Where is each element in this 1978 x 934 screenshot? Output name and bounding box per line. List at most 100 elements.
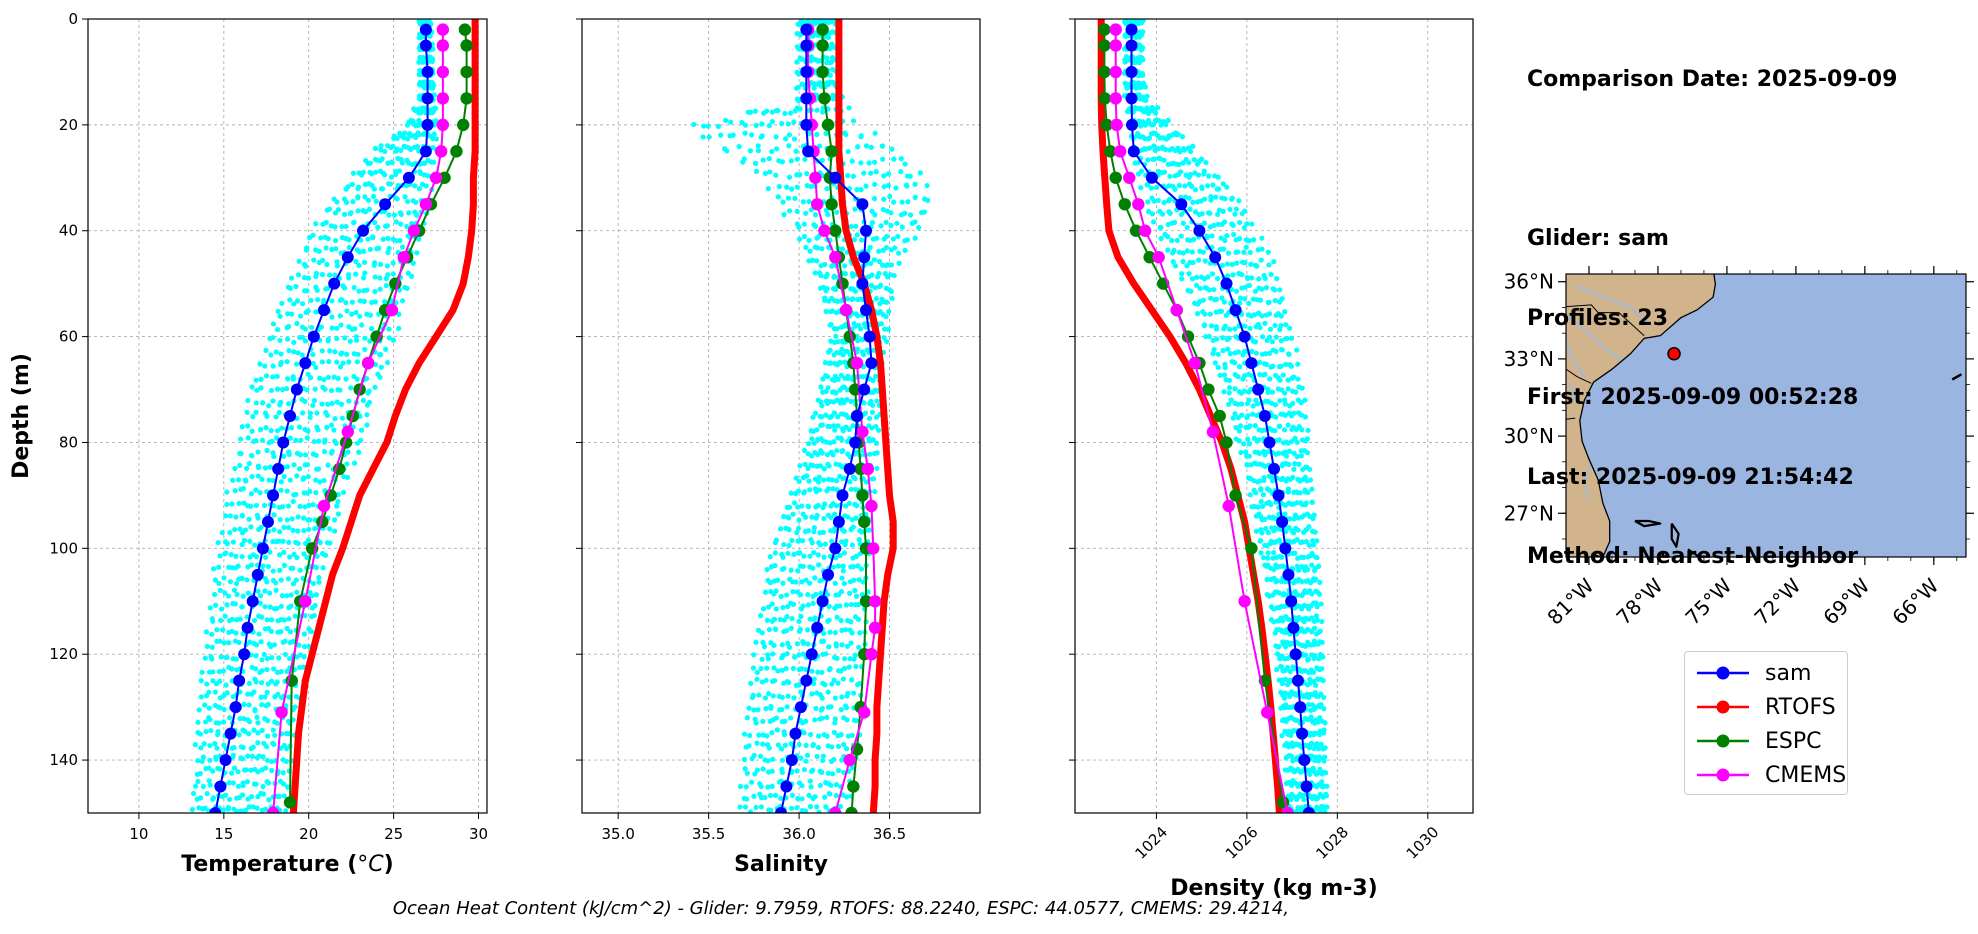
profile-point: [851, 577, 857, 583]
profile-point: [285, 784, 291, 790]
profile-point: [754, 767, 760, 773]
profile-point: [1184, 248, 1190, 254]
profile-point: [1210, 351, 1216, 357]
profile-point: [821, 630, 827, 637]
profile-point: [334, 399, 340, 405]
profile-point: [258, 524, 264, 531]
profile-point: [1231, 360, 1238, 366]
profile-point: [786, 679, 792, 686]
profile-point: [765, 656, 771, 662]
profile-point: [262, 554, 269, 560]
profile-point: [1276, 644, 1282, 650]
land: [1566, 274, 1717, 557]
profile-point: [217, 695, 223, 701]
profile-point: [1304, 626, 1311, 633]
profile-point: [886, 309, 892, 315]
series-marker: [261, 515, 274, 528]
profile-point: [845, 375, 851, 382]
profile-point: [852, 587, 858, 594]
series-marker: [1152, 251, 1165, 264]
profile-point: [270, 335, 276, 341]
profile-point: [751, 652, 757, 658]
profile-point: [304, 288, 310, 294]
profile-point: [248, 524, 254, 530]
profile-point: [823, 651, 829, 657]
profile-point: [1190, 143, 1196, 149]
profile-point: [246, 460, 252, 467]
profile-point: [780, 554, 786, 560]
profile-point: [362, 209, 369, 215]
profile-point: [1243, 449, 1249, 455]
profile-point: [386, 335, 392, 341]
profile-point: [863, 143, 870, 149]
profile-point: [323, 219, 329, 226]
profile-point: [401, 135, 407, 141]
profile-point: [1265, 550, 1271, 556]
profile-point: [286, 451, 292, 458]
profile-point: [1175, 131, 1181, 138]
profile-point: [325, 462, 331, 468]
profile-point: [418, 110, 424, 116]
series-marker: [1245, 542, 1258, 555]
y-tick-label: 0: [68, 10, 78, 28]
profile-point: [1294, 537, 1300, 543]
profile-point: [1275, 651, 1281, 657]
profile-point: [413, 199, 419, 205]
profile-point: [284, 386, 290, 392]
series-marker: [818, 224, 831, 237]
profile-point: [765, 691, 772, 697]
profile-point: [244, 779, 251, 785]
profile-point: [888, 222, 894, 229]
profile-point: [332, 349, 338, 355]
profile-point: [1199, 185, 1205, 192]
profile-point: [773, 537, 779, 543]
profile-point: [835, 767, 842, 774]
profile-point: [287, 285, 293, 291]
profile-point: [1236, 428, 1242, 434]
profile-point: [251, 542, 258, 548]
profile-point: [283, 758, 289, 765]
profile-point: [395, 182, 401, 189]
profile-point: [1278, 338, 1284, 344]
profile-point: [878, 321, 885, 327]
profile-point: [770, 693, 776, 699]
profile-point: [769, 118, 775, 125]
profile-point: [1276, 437, 1282, 443]
profile-point: [341, 474, 347, 480]
profile-point: [254, 387, 260, 393]
profile-point: [888, 210, 894, 216]
profile-point: [870, 476, 877, 482]
profile-point: [264, 413, 270, 419]
profile-point: [1283, 528, 1289, 535]
profile-point: [358, 437, 364, 443]
profile-point: [772, 562, 778, 569]
profile-point: [259, 437, 265, 443]
profile-point: [1309, 591, 1315, 597]
profile-point: [814, 753, 820, 760]
profile-point: [249, 794, 255, 800]
profile-point: [867, 260, 874, 267]
profile-point: [318, 324, 324, 330]
series-marker: [1125, 23, 1138, 36]
profile-point: [1294, 563, 1300, 569]
profile-point: [1313, 613, 1320, 619]
profile-point: [250, 744, 256, 750]
profile-point: [891, 156, 897, 162]
profile-point: [302, 326, 309, 332]
legend-label: ESPC: [1765, 729, 1822, 754]
profile-point: [221, 807, 227, 813]
profile-point: [1277, 287, 1283, 293]
profile-point: [308, 629, 315, 635]
profile-point: [372, 219, 378, 226]
profile-point: [433, 136, 440, 142]
profile-point: [821, 466, 827, 472]
profile-point: [274, 386, 281, 392]
profile-point: [832, 427, 838, 433]
profile-point: [1282, 449, 1289, 455]
profile-point: [785, 640, 791, 646]
profile-point: [1319, 666, 1325, 672]
profile-point: [821, 515, 827, 522]
profile-point: [800, 563, 806, 570]
profile-point: [287, 435, 294, 441]
profile-point: [360, 169, 366, 175]
